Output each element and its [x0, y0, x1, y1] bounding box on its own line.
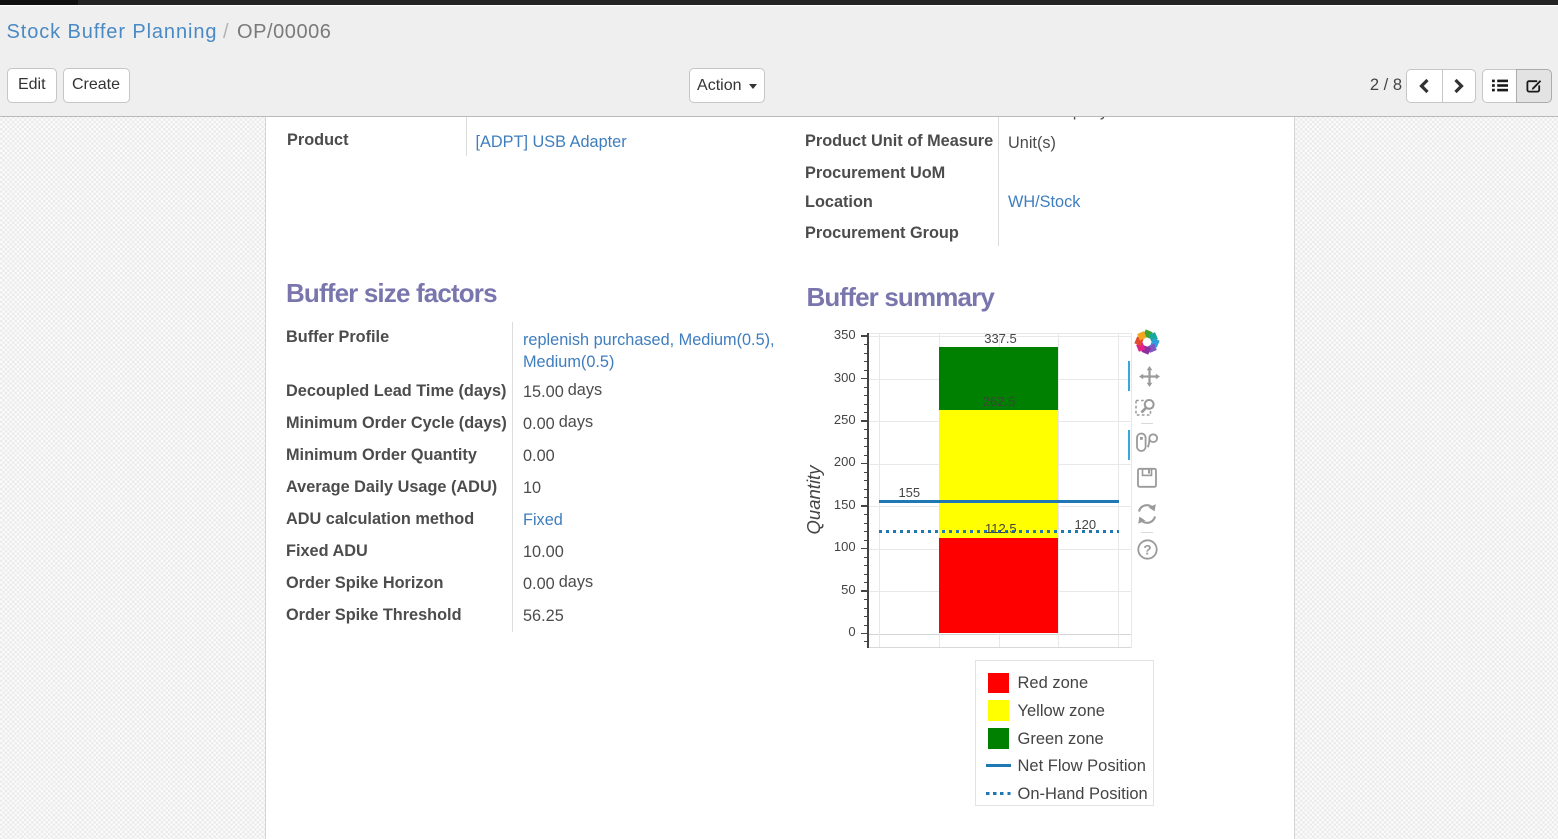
- svg-text:?: ?: [1143, 542, 1151, 557]
